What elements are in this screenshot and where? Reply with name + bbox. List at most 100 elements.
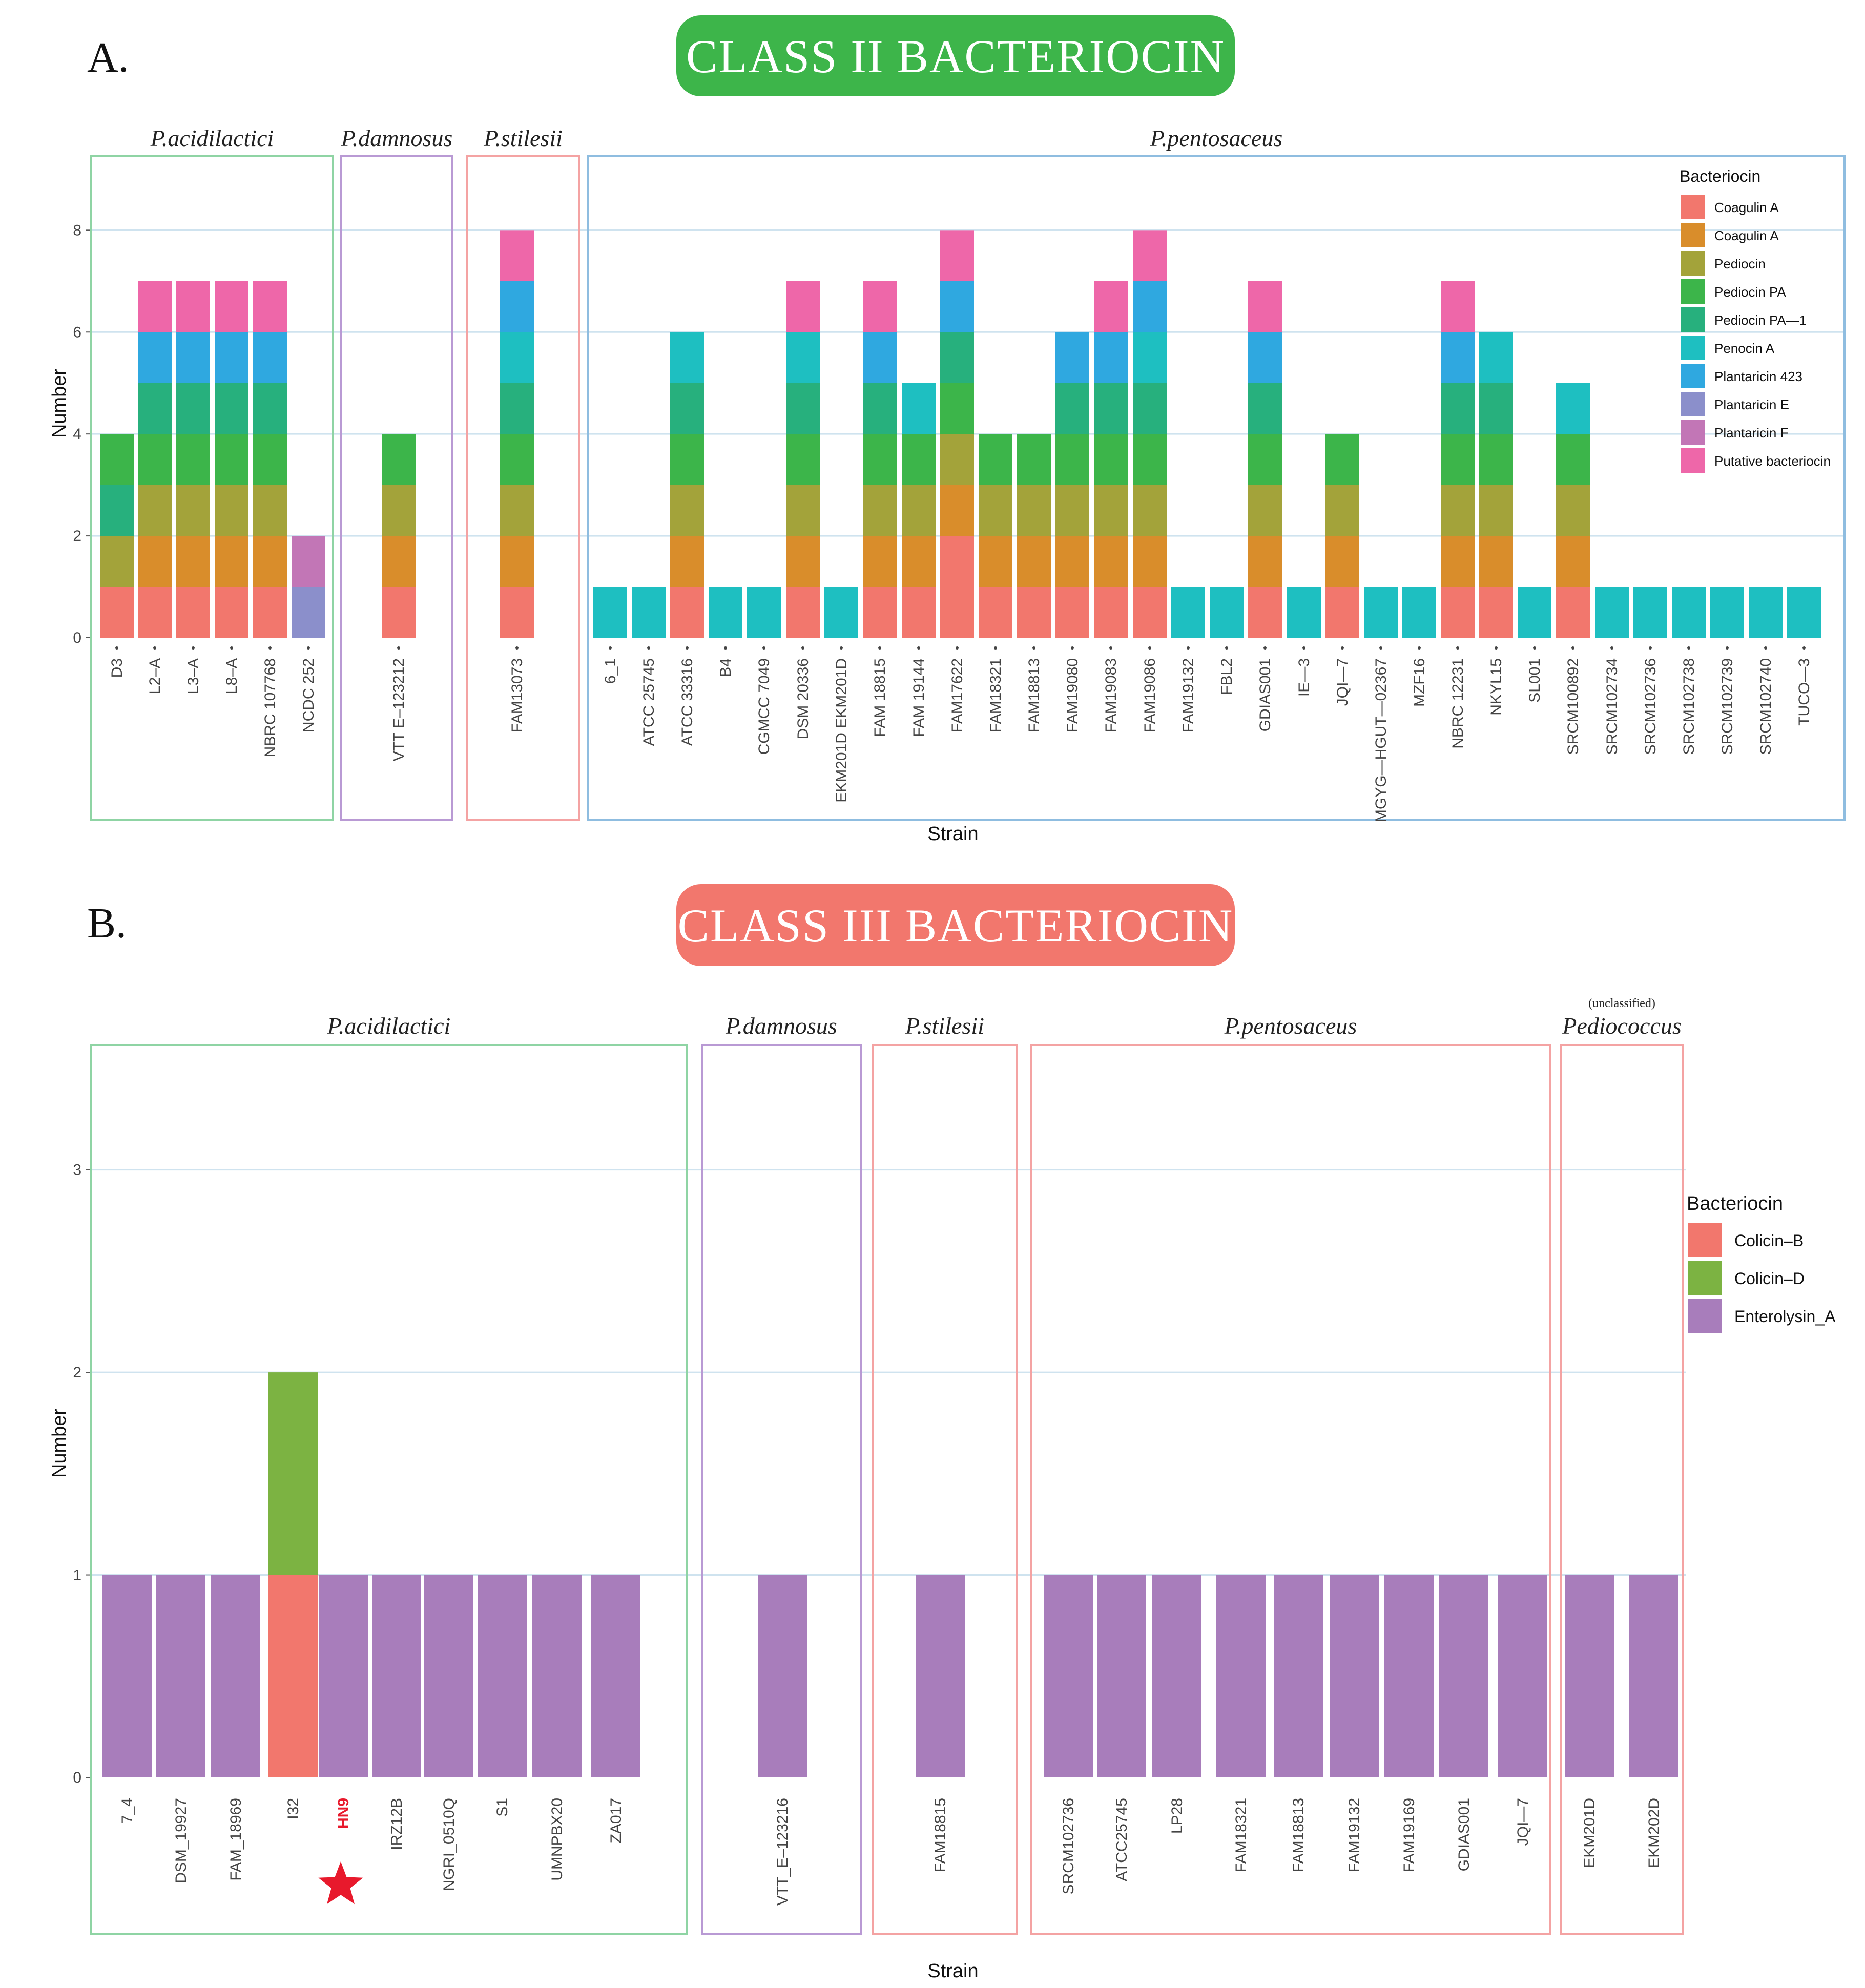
- bar-segment: [1749, 587, 1783, 638]
- x-tick-label: FAM19132: [1346, 1798, 1363, 1872]
- x-tick-label: NKYL15: [1488, 658, 1505, 716]
- x-tick-label: 6_1: [602, 658, 619, 684]
- legend-swatch: [1681, 223, 1705, 247]
- x-tick-label: FAM18815: [932, 1798, 949, 1872]
- bar-segment: [670, 536, 704, 587]
- legend-swatch: [1681, 195, 1705, 219]
- x-tick-mark: [994, 646, 997, 650]
- bar-segment: [215, 536, 248, 587]
- x-tick-label: FAM13073: [509, 658, 526, 733]
- title-pill: [676, 884, 1235, 966]
- x-tick-label: FAM17622: [949, 658, 966, 733]
- bar-segment: [824, 587, 858, 638]
- x-tick-label: NGRI_0510Q: [441, 1798, 458, 1891]
- bar-segment: [786, 281, 820, 332]
- bar-segment: [382, 587, 416, 638]
- y-axis-title: Number: [49, 1409, 70, 1478]
- x-tick-label: JQI—7: [1515, 1798, 1531, 1846]
- x-axis-title: Strain: [927, 823, 978, 845]
- x-tick-label: ATCC25745: [1113, 1798, 1130, 1881]
- bar-segment: [1248, 383, 1282, 434]
- bar-segment: [1097, 1575, 1146, 1777]
- group-frame: [466, 155, 580, 821]
- x-tick-mark: [307, 646, 310, 650]
- species-label: P.pentosaceus: [1224, 1013, 1357, 1039]
- bar-segment: [902, 587, 936, 638]
- legend-label: Pediocin PA—1: [1714, 312, 1807, 328]
- bar-segment: [1017, 587, 1051, 638]
- bar-segment: [138, 383, 172, 434]
- bar-segment: [1017, 434, 1051, 485]
- bar-segment: [102, 1575, 152, 1777]
- bar-segment: [1210, 587, 1244, 638]
- group-frame: [1030, 1044, 1551, 1935]
- bar-segment: [1055, 536, 1089, 587]
- bar-segment: [176, 536, 210, 587]
- bar-segment: [1441, 281, 1475, 332]
- bar-segment: [940, 536, 974, 587]
- bar-segment: [215, 434, 248, 485]
- bar-segment: [138, 434, 172, 485]
- x-tick-mark: [153, 646, 156, 650]
- bar-segment: [786, 587, 820, 638]
- legend-label: Penocin A: [1714, 341, 1775, 356]
- x-tick-mark: [840, 646, 843, 650]
- x-tick-label: SRCM102738: [1681, 658, 1697, 755]
- x-tick-mark: [1649, 646, 1652, 650]
- x-tick-label: EKM201D: [1581, 1798, 1598, 1868]
- bar-segment: [1055, 434, 1089, 485]
- bar-segment: [1441, 485, 1475, 536]
- bar-segment: [1439, 1575, 1488, 1777]
- x-tick-label: IRZ12B: [388, 1798, 405, 1850]
- bar-segment: [500, 587, 534, 638]
- bar-segment: [940, 383, 974, 434]
- bar-segment: [1479, 485, 1513, 536]
- bar-segment: [1402, 587, 1436, 638]
- hn9-star-icon: [318, 1861, 363, 1905]
- bar-segment: [1094, 485, 1128, 536]
- x-tick-label: DSM 20336: [795, 658, 812, 739]
- bar-segment: [1055, 383, 1089, 434]
- group-frame: [90, 1044, 688, 1935]
- bar-segment: [709, 587, 742, 638]
- bar-segment: [1248, 332, 1282, 383]
- bar-segment: [253, 434, 287, 485]
- bar-segment: [786, 434, 820, 485]
- bar-segment: [500, 434, 534, 485]
- bar-segment: [1787, 587, 1821, 638]
- x-tick-mark: [1533, 646, 1536, 650]
- bar-segment: [902, 434, 936, 485]
- bar-segment: [593, 587, 627, 638]
- x-tick-label: ZA017: [608, 1798, 625, 1843]
- bar-segment: [1248, 434, 1282, 485]
- bar-segment: [1325, 485, 1359, 536]
- bar-segment: [138, 281, 172, 332]
- x-tick-mark: [1764, 646, 1767, 650]
- bar-segment: [863, 434, 897, 485]
- legend-label: Plantaricin F: [1714, 425, 1789, 441]
- legend-label: Colicin–D: [1734, 1269, 1805, 1288]
- x-tick-label: I32: [285, 1798, 302, 1819]
- bar-segment: [500, 281, 534, 332]
- x-tick-label: NBRC 107768: [262, 658, 279, 757]
- bar-segment: [940, 485, 974, 536]
- bar-segment: [863, 536, 897, 587]
- x-tick-label: VTT_E–123216: [774, 1798, 791, 1906]
- bar-segment: [786, 536, 820, 587]
- bar-segment: [176, 587, 210, 638]
- bar-segment: [100, 485, 134, 536]
- x-tick-mark: [1726, 646, 1729, 650]
- bar-segment: [863, 485, 897, 536]
- bar-segment: [1044, 1575, 1093, 1777]
- bar-segment: [372, 1575, 421, 1777]
- x-tick-label: VTT E–123212: [390, 658, 407, 761]
- x-tick-label: SRCM102736: [1060, 1798, 1077, 1894]
- species-label: P.stilesii: [483, 125, 563, 151]
- x-tick-label: FAM18813: [1290, 1798, 1307, 1872]
- species-label: Pediococcus: [1562, 1013, 1681, 1039]
- bar-segment: [1672, 587, 1706, 638]
- bar-segment: [253, 536, 287, 587]
- title-pill: [676, 15, 1235, 96]
- group-frame: [872, 1044, 1018, 1935]
- x-tick-mark: [1302, 646, 1306, 650]
